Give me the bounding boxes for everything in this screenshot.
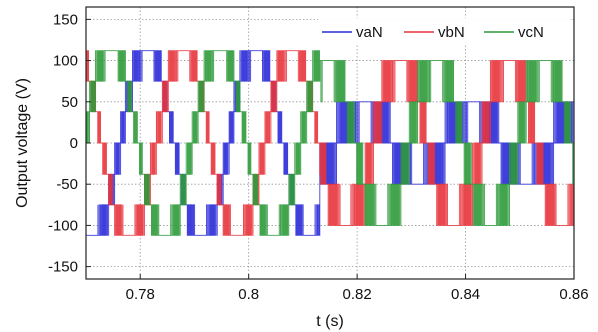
- x-tick-label: 0.86: [559, 286, 588, 303]
- legend-label-vaN: vaN: [356, 24, 383, 41]
- y-tick-label: 50: [61, 94, 78, 111]
- y-tick-label: -150: [48, 259, 78, 276]
- x-axis-ticks: 0.78 0.8 0.82 0.84 0.86: [126, 274, 589, 303]
- y-tick-label: 0: [70, 135, 78, 152]
- x-tick-label: 0.8: [238, 286, 259, 303]
- series-line-vbN: [86, 50, 574, 236]
- legend-background: [318, 18, 570, 44]
- x-tick-label: 0.82: [343, 286, 372, 303]
- x-tick-label: 0.78: [126, 286, 155, 303]
- y-tick-label: -100: [48, 217, 78, 234]
- series-line-vcN: [86, 50, 574, 236]
- series-layer: [86, 50, 574, 236]
- legend: vaN vbN vcN: [318, 18, 570, 44]
- y-tick-label: -50: [56, 176, 78, 193]
- y-axis-ticks: 150 100 50 0 -50 -100 -150: [48, 11, 91, 276]
- y-tick-label: 150: [53, 11, 78, 28]
- legend-label-vcN: vcN: [518, 24, 544, 41]
- y-tick-label: 100: [53, 53, 78, 70]
- x-tick-label: 0.84: [451, 286, 480, 303]
- y-axis-label: Output voltage (V): [14, 78, 31, 208]
- legend-label-vbN: vbN: [438, 24, 465, 41]
- x-axis-label: t (s): [316, 313, 344, 330]
